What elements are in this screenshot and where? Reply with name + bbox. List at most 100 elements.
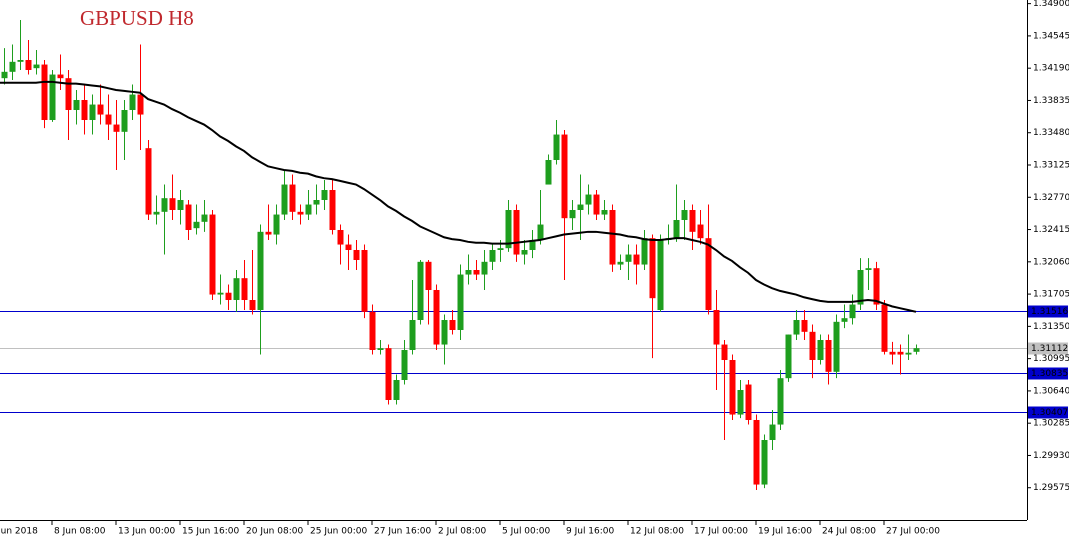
candle-body: [657, 240, 664, 310]
level-label-box: [1028, 342, 1068, 355]
candle-body: [353, 250, 360, 260]
level-label: 1.30835: [1031, 369, 1068, 379]
candle-body: [513, 210, 520, 255]
candle-body: [33, 64, 40, 69]
candle-body: [105, 114, 112, 125]
x-tick-label: 9 Jul 16:00: [566, 527, 615, 537]
candle-body: [721, 344, 728, 360]
candle-body: [489, 250, 496, 262]
x-tick-label: 5 Jul 00:00: [502, 527, 551, 537]
candle-body: [849, 304, 856, 319]
candle-body: [601, 210, 608, 215]
candle-body: [289, 184, 296, 212]
candle-body: [625, 254, 632, 262]
candle-body: [841, 318, 848, 322]
candle-body: [385, 348, 392, 400]
candle-body: [1, 71, 8, 79]
candle-body: [761, 440, 768, 485]
candle-body: [577, 204, 584, 210]
candle-body: [377, 348, 384, 350]
y-tick-label: 1.31705: [1033, 290, 1069, 300]
y-tick-label: 1.34545: [1033, 31, 1069, 41]
candle-body: [897, 351, 904, 355]
candle-body: [441, 320, 448, 345]
candle-body: [193, 221, 200, 229]
candle-body: [881, 304, 888, 352]
candle-body: [329, 190, 336, 230]
candle-body: [49, 74, 56, 120]
candle-body: [769, 424, 776, 440]
candle-body: [241, 278, 248, 300]
candle-body: [65, 78, 72, 110]
candle-body: [361, 250, 368, 312]
candle-body: [745, 384, 752, 420]
candle-body: [681, 210, 688, 220]
x-tick-label: 8 Jun 08:00: [54, 527, 106, 537]
candle-body: [113, 124, 120, 132]
candle-body: [217, 292, 224, 295]
candle-body: [201, 214, 208, 222]
candle-body: [537, 224, 544, 240]
y-tick-label: 1.30995: [1033, 354, 1069, 364]
candle-body: [297, 211, 304, 215]
y-tick-label: 1.33125: [1033, 161, 1069, 171]
candle-body: [9, 61, 16, 72]
x-tick-label: 2 Jul 08:00: [438, 527, 487, 537]
y-tick-label: 1.32060: [1033, 257, 1069, 267]
candle-body: [889, 351, 896, 355]
candle-body: [481, 261, 488, 275]
candle-body: [225, 292, 232, 300]
candle-body: [233, 278, 240, 300]
x-tick-label: 13 Jun 00:00: [118, 527, 175, 537]
x-tick-label: 24 Jul 08:00: [822, 527, 876, 537]
candle-body: [633, 254, 640, 265]
candle-body: [561, 134, 568, 219]
candle-body: [249, 300, 256, 310]
level-label-box: [1028, 305, 1068, 318]
y-tick-label: 1.32770: [1033, 193, 1069, 203]
level-label: 1.31112: [1031, 344, 1068, 354]
y-tick-label: 1.33480: [1033, 128, 1069, 138]
candle-body: [865, 268, 872, 270]
candle-body: [425, 261, 432, 290]
candle-body: [209, 214, 216, 295]
candle-body: [121, 110, 128, 132]
candle-body: [737, 390, 744, 415]
candle-body: [569, 210, 576, 219]
candle-body: [729, 360, 736, 415]
candle-body: [609, 210, 616, 265]
candle-body: [753, 420, 760, 485]
candle-body: [305, 204, 312, 215]
x-tick-label: 25 Jun 00:00: [310, 527, 367, 537]
candle-body: [25, 60, 32, 70]
candle-body: [369, 311, 376, 350]
x-tick-label: 27 Jun 16:00: [374, 527, 431, 537]
candle-body: [313, 200, 320, 205]
candle-body: [145, 148, 152, 215]
candle-body: [697, 224, 704, 239]
y-tick-label: 1.30640: [1033, 386, 1069, 396]
level-label: 1.31516: [1031, 307, 1068, 317]
candle-body: [705, 238, 712, 310]
candle-body: [265, 231, 272, 235]
candle-body: [553, 134, 560, 160]
candle-body: [521, 250, 528, 255]
level-label-box: [1028, 406, 1068, 419]
y-tick-label: 1.32415: [1033, 225, 1069, 235]
candle-body: [617, 261, 624, 265]
candle-body: [905, 352, 912, 355]
candle-body: [345, 244, 352, 250]
candle-body: [185, 204, 192, 230]
candle-body: [161, 198, 168, 212]
candle-body: [73, 100, 80, 110]
x-tick-label: Jun 2018: [0, 527, 38, 537]
candle-body: [497, 248, 504, 250]
level-label-box: [1028, 367, 1068, 380]
candle-body: [169, 198, 176, 210]
candle-body: [417, 261, 424, 320]
candle-body: [873, 268, 880, 305]
y-tick-label: 1.30285: [1033, 419, 1069, 429]
candle-body: [641, 238, 648, 265]
candle-body: [177, 200, 184, 210]
